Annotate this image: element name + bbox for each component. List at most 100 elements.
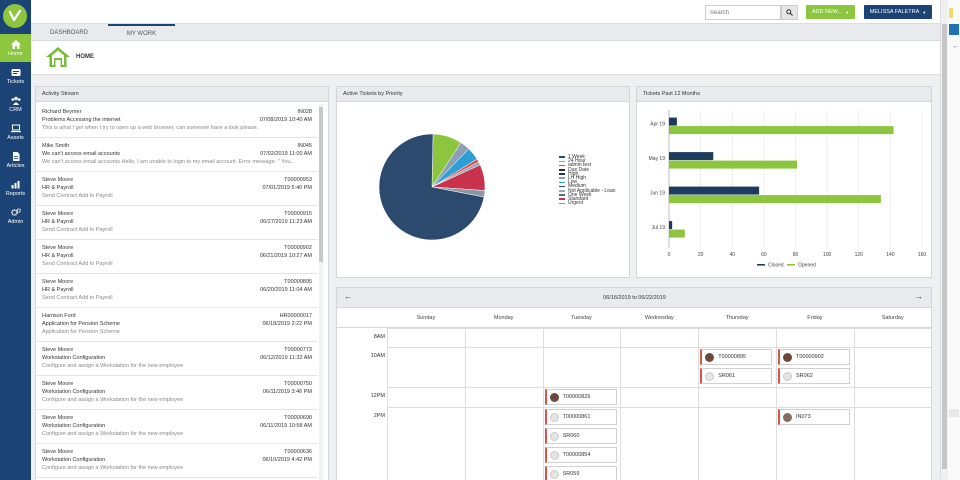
bar-closed-apr-19[interactable] [669,117,677,126]
activity-item[interactable]: Steve Moore T00000698 Workstation Configur… [37,410,317,444]
activity-scrollbar[interactable] [319,104,323,480]
legend-swatch [559,185,565,188]
sidebar-item-articles[interactable]: Articles [0,146,31,174]
bar-closed-may-19[interactable] [669,152,714,161]
legend-item[interactable]: Standard [559,196,616,203]
sidebar-item-label: Articles [6,162,25,169]
bar-closed-jul-19[interactable] [669,221,673,230]
sidebar-item-tickets[interactable]: Tickets [0,62,31,90]
legend-item[interactable]: 24 Hour [559,159,616,164]
grid-column-line [620,328,622,480]
legend-swatch [559,168,565,171]
tab-label: DASHBOARD [50,29,89,36]
activity-name: Steve Moore [42,245,74,251]
bar-opened-jun-19[interactable] [669,195,881,204]
activity-item[interactable]: Steve Moore T00000895 HR & Payroll 06/20/20… [37,274,317,308]
calendar-event[interactable]: SR059 [544,466,617,480]
activity-ticket-id: HR00000017 [279,313,312,319]
calendar-event[interactable]: T00000895 [700,349,773,365]
activity-item[interactable]: Steve Moore T00000902 HR & Payroll 06/21/20… [37,240,317,274]
activity-item[interactable]: Steve Moore T00000773 Workstation Configur… [37,342,317,376]
calendar-event[interactable]: SR062 [778,368,850,384]
activity-subject: HR & Payroll [42,185,74,191]
activity-item[interactable]: Steve Moore T00000953 HR & Payroll 07/01/20… [37,172,317,206]
legend-label: Urgent [568,200,584,207]
legend-item[interactable]: admin test [559,163,616,168]
tab-my-work[interactable]: MY WORK [108,24,175,41]
event-label: SR060 [562,433,580,439]
activity-item[interactable]: Mike Smith IN045 We can't access email acc… [37,138,317,172]
activity-stream-panel: Activity Stream Richard Beymer IN028 Probl… [35,86,329,480]
activity-subject: We can't access email accounts [42,151,120,157]
activity-subject: Application for Pension Scheme [42,321,120,327]
search-input[interactable] [705,5,781,20]
calendar-event[interactable]: T00000854 [544,447,617,463]
side-widget-tab[interactable] [949,24,959,35]
legend-item[interactable]: Low [559,180,616,185]
notification-tab[interactable] [949,8,953,18]
bar-opened-may-19[interactable] [669,160,798,169]
activity-name: Richard Beymer [42,109,82,115]
legend-swatch [559,189,565,192]
legend-swatch [559,160,565,163]
legend-swatch [559,177,565,179]
activity-item[interactable]: Steve Moore T00000750 Workstation Configur… [37,376,317,410]
x-tick-label: 140 [886,252,895,258]
sidebar-item-assets[interactable]: Assets [0,118,31,146]
calendar-event[interactable]: T00000902 [778,349,850,365]
sidebar-item-crm[interactable]: CRM [0,90,31,118]
sidebar-item-reports[interactable]: Reports [0,174,31,202]
legend-item[interactable]: One Week [559,192,616,197]
page-scrollbar[interactable] [940,0,948,480]
back-arrow-icon[interactable]: ← [952,43,959,50]
bar-closed-jun-19[interactable] [669,186,760,195]
legend-item[interactable]: Urgent [559,200,616,207]
activity-detail: This is what I get when I try to open up… [42,125,259,131]
activity-item[interactable]: Richard Beymer IN028 Problems Accessing th… [37,104,317,138]
user-name: MELISSA FALETRA [869,9,920,15]
activity-subject: Workstation Configuration [42,423,106,429]
legend-item[interactable]: 1 Week [559,154,616,160]
gears-icon [10,207,21,216]
calendar-event[interactable]: SR061 [700,368,773,384]
avatar [705,352,715,362]
time-slot-label: 8AM [373,334,385,340]
next-week-button[interactable]: → [915,292,923,301]
calendar-event[interactable]: T00000826 [544,389,617,405]
user-menu-button[interactable]: MELISSA FALETRA ▼ [864,5,932,19]
add-new-button[interactable]: ADD NEW... ▼ [806,5,855,19]
activity-name: Steve Moore [42,211,74,217]
legend-label: 1 Week [568,154,585,160]
legend-item[interactable]: Not Applicable - Loan [559,188,616,193]
pie-slice-medium[interactable] [378,133,485,241]
app-logo[interactable] [3,4,27,28]
activity-item[interactable]: Harrison Ford HR00000017 Application for P… [37,308,317,342]
activity-item[interactable]: Steve Moore T00000636 Workstation Configur… [37,444,317,478]
event-label: T00000902 [796,354,824,360]
legend-item[interactable]: LH High [559,175,616,181]
tab-dashboard[interactable]: DASHBOARD [50,24,88,41]
calendar-event[interactable]: SR060 [544,428,617,444]
previous-week-button[interactable]: ← [344,292,352,301]
activity-name: Steve Moore [42,347,74,353]
activity-subject: Problems Accessing the internet [42,117,121,123]
side-handle[interactable] [949,409,959,417]
avatar [549,392,559,402]
calendar-event[interactable]: IN073 [778,409,850,425]
legend-item[interactable]: Medium [559,184,616,189]
sidebar-item-home[interactable]: Home [0,34,31,62]
scrollbar-thumb[interactable] [319,107,323,262]
sidebar-item-admin[interactable]: Admin [0,202,31,230]
bar-opened-apr-19[interactable] [669,126,894,135]
calendar-event[interactable]: T00000861 [544,409,617,425]
activity-item[interactable]: Steve Moore T00000915 HR & Payroll 06/27/20… [37,206,317,240]
bar-opened-jul-19[interactable] [669,229,685,238]
activity-ticket-id: T00000902 [284,245,312,251]
grid-column-line [698,328,700,480]
legend-item[interactable]: Due Date [559,167,616,172]
legend-item[interactable]: High [559,171,616,176]
legend-label: Standard [568,196,589,203]
scrollbar-thumb[interactable] [942,24,947,469]
search-button[interactable] [781,5,798,20]
avatar [783,371,792,381]
